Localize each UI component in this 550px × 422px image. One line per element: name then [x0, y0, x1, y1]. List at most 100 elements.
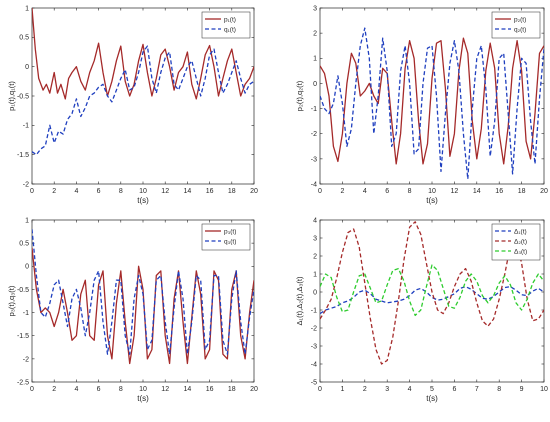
legend-label: Δ₁(t) — [514, 229, 527, 236]
x-tick-label: 0 — [318, 188, 322, 195]
series-line-1 — [32, 247, 254, 365]
y-tick-label: 3 — [313, 235, 317, 242]
y-tick-label: -2.5 — [17, 379, 29, 386]
legend-box — [491, 223, 541, 261]
y-axis-label: p₃(t),q₃(t) — [7, 285, 16, 316]
x-tick-label: 18 — [228, 386, 236, 393]
series-line-2 — [32, 229, 254, 355]
y-tick-label: -1.5 — [17, 333, 29, 340]
y-tick-label: 0.5 — [19, 241, 29, 248]
y-tick-label: 0 — [313, 81, 317, 88]
x-tick-label: 4 — [363, 188, 367, 195]
y-tick-label: 1 — [313, 56, 317, 63]
x-tick-label: 1 — [340, 386, 344, 393]
series-group — [320, 221, 544, 365]
x-tick-label: 10 — [139, 386, 147, 393]
legend-box — [201, 223, 251, 251]
y-tick-label: -3 — [311, 343, 317, 350]
series-line-2 — [32, 45, 254, 156]
x-tick-label: 10 — [428, 188, 436, 195]
y-tick-label: 4 — [313, 217, 317, 224]
x-tick-label: 16 — [495, 188, 503, 195]
x-tick-label: 8 — [119, 386, 123, 393]
chart-panel-3: 0 2 4 6 8 10 12 14 16 18 20 -2.5 -2 -1.5 -1 -0.5 0 0.5 1 t(… — [7, 217, 258, 403]
chart-panel-2: 0 2 4 6 8 10 12 14 16 18 20-4-3-2-10123t(s)p₂(t),q… — [295, 5, 548, 205]
x-axis-label: t(s) — [426, 394, 438, 403]
x-axis-label: t(s) — [137, 196, 149, 205]
series-group — [320, 27, 544, 180]
x-tick-label: 12 — [161, 386, 169, 393]
x-tick-label: 20 — [250, 386, 258, 393]
series-line-1 — [320, 285, 544, 315]
legend: Δ₁(t) Δ₂(t) Δ₃(t) — [491, 223, 541, 261]
y-tick-label: 2 — [313, 31, 317, 38]
chart-panel-1: 0 2 4 6 8 10 12 14 16 18 20 -2 -1.5 -1 -0.5 0 0.5 1 t(s) p₁… — [7, 5, 258, 205]
x-tick-label: 2 — [340, 188, 344, 195]
y-tick-label: -0.5 — [17, 287, 29, 294]
legend-box — [201, 11, 251, 39]
legend-label: q₃(t) — [224, 239, 236, 246]
x-tick-label: 4 — [74, 188, 78, 195]
series-line-2 — [320, 221, 544, 365]
y-tick-label: -1.5 — [17, 152, 29, 159]
y-tick-label: -2 — [23, 356, 29, 363]
y-tick-label: 0 — [25, 264, 29, 271]
y-tick-label: 0 — [25, 64, 29, 71]
y-tick-label: -1 — [311, 106, 317, 113]
legend: p₃(t) q₃(t) — [201, 223, 251, 251]
x-tick-label: 3 — [385, 386, 389, 393]
y-tick-label: 1 — [25, 217, 29, 224]
series-group — [32, 8, 254, 156]
y-tick-label: 3 — [313, 5, 317, 12]
y-axis-label: Δ₁(t),Δ₂(t),Δ₃(t) — [295, 276, 304, 325]
legend-label: q₂(t) — [514, 27, 526, 34]
y-tick-label: 0 — [313, 289, 317, 296]
x-tick-label: 6 — [97, 386, 101, 393]
x-tick-label: 14 — [184, 386, 192, 393]
x-tick-label: 20 — [540, 188, 548, 195]
y-tick-label: 0.5 — [19, 35, 29, 42]
x-tick-label: 6 — [97, 188, 101, 195]
series-line-1 — [32, 8, 254, 100]
x-tick-label: 2 — [363, 386, 367, 393]
y-tick-label: -5 — [311, 379, 317, 386]
y-tick-label: 1 — [313, 271, 317, 278]
x-tick-label: 9 — [520, 386, 524, 393]
x-tick-label: 18 — [228, 188, 236, 195]
x-tick-label: 16 — [206, 386, 214, 393]
y-tick-label: -1 — [311, 307, 317, 314]
x-tick-label: 6 — [385, 188, 389, 195]
x-tick-label: 5 — [430, 386, 434, 393]
legend: p₂(t) q₂(t) — [491, 11, 541, 39]
legend-label: Δ₃(t) — [514, 249, 527, 256]
legend-label: Δ₂(t) — [514, 239, 527, 246]
x-tick-label: 6 — [452, 386, 456, 393]
x-axis-label: t(s) — [137, 394, 149, 403]
y-tick-label: -2 — [23, 181, 29, 188]
x-tick-label: 14 — [184, 188, 192, 195]
x-tick-label: 14 — [473, 188, 481, 195]
y-tick-label: -2 — [311, 325, 317, 332]
y-tick-label: -1 — [23, 123, 29, 130]
x-tick-label: 12 — [451, 188, 459, 195]
y-tick-label: -1 — [23, 310, 29, 317]
series-group — [32, 229, 254, 365]
series-line-2 — [320, 27, 544, 180]
y-tick-label: 2 — [313, 253, 317, 260]
x-tick-label: 4 — [74, 386, 78, 393]
x-tick-label: 16 — [206, 188, 214, 195]
x-tick-label: 8 — [408, 188, 412, 195]
x-tick-label: 7 — [475, 386, 479, 393]
x-tick-label: 4 — [408, 386, 412, 393]
legend-label: p₁(t) — [224, 17, 236, 24]
series-line-3 — [320, 264, 544, 317]
legend-label: q₁(t) — [224, 27, 236, 34]
x-tick-label: 0 — [30, 386, 34, 393]
x-tick-label: 2 — [52, 188, 56, 195]
legend-label: p₃(t) — [224, 229, 236, 236]
y-tick-label: -0.5 — [17, 93, 29, 100]
legend: p₁(t) q₁(t) — [201, 11, 251, 39]
legend-label: p₂(t) — [514, 17, 526, 24]
legend-box — [491, 11, 541, 39]
